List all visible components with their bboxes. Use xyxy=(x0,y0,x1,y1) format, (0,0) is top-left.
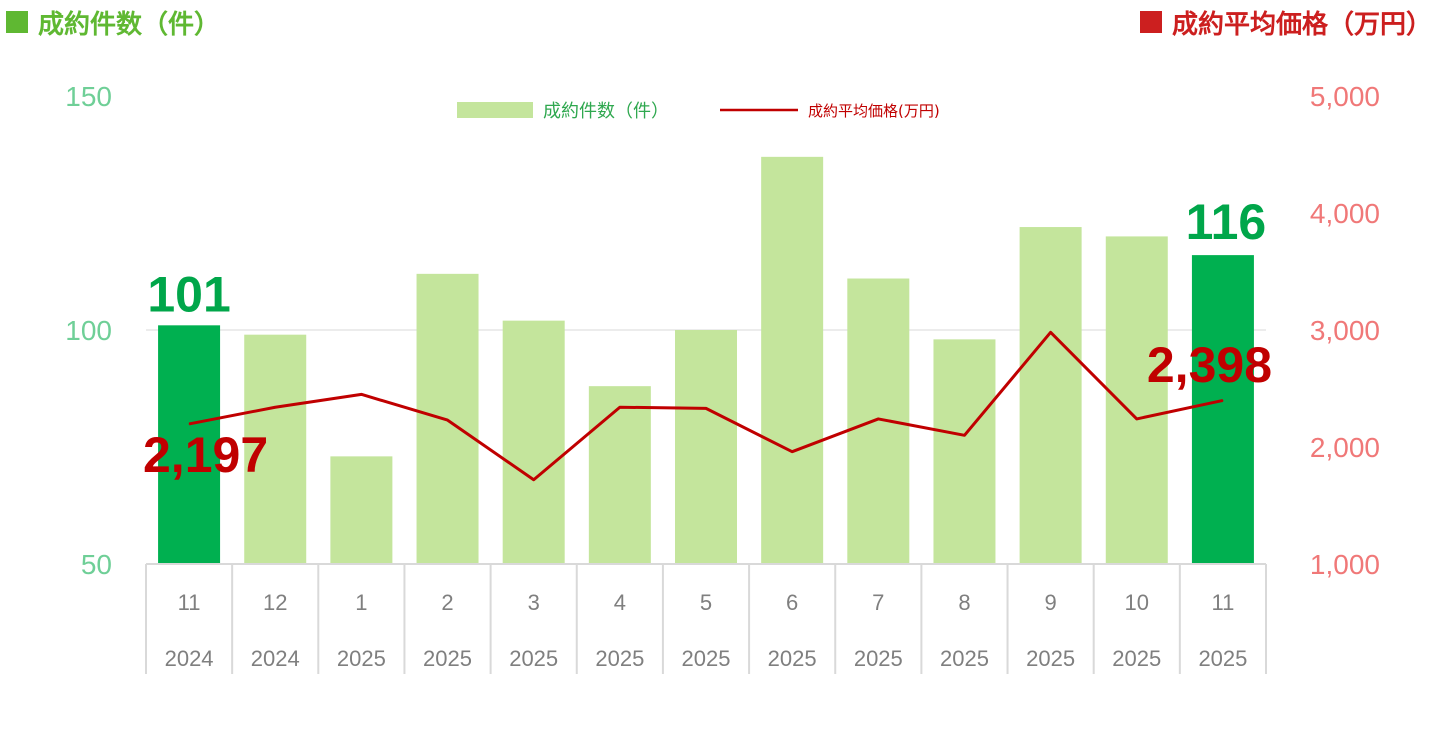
category-year-label: 2025 xyxy=(1112,646,1161,671)
right-axis-title: 成約平均価格（万円） xyxy=(1171,9,1432,40)
bar-12 xyxy=(1191,255,1254,564)
data-label-bar-first: 101 xyxy=(147,266,230,322)
category-month-label: 11 xyxy=(178,590,201,615)
category-year-label: 2024 xyxy=(165,646,214,671)
left-axis-header: 成約件数（件） xyxy=(6,2,220,42)
price-point-11 xyxy=(1136,418,1138,420)
bar-0 xyxy=(158,325,221,564)
category-year-label: 2025 xyxy=(940,646,989,671)
category-month-label: 11 xyxy=(1212,590,1235,615)
bar-4 xyxy=(502,320,565,564)
category-year-label: 2025 xyxy=(337,646,386,671)
green-square-icon xyxy=(6,11,28,33)
category-year-label: 2025 xyxy=(1026,646,1075,671)
right-axis-tick: 2,000 xyxy=(1310,432,1380,463)
category-year-label: 2024 xyxy=(251,646,300,671)
price-point-5 xyxy=(619,406,621,408)
right-axis-tick: 1,000 xyxy=(1310,549,1380,580)
price-point-0 xyxy=(188,423,190,425)
price-point-6 xyxy=(705,407,707,409)
category-month-label: 2 xyxy=(441,590,453,615)
price-point-3 xyxy=(447,419,449,421)
right-axis-tick: 4,000 xyxy=(1310,198,1380,229)
data-label-line-last: 2,398 xyxy=(1147,337,1272,393)
price-point-8 xyxy=(877,418,879,420)
left-axis-tick: 100 xyxy=(65,315,112,346)
category-month-label: 8 xyxy=(958,590,970,615)
price-point-4 xyxy=(533,479,535,481)
bar-5 xyxy=(588,386,651,564)
left-axis-tick: 150 xyxy=(65,81,112,112)
price-point-1 xyxy=(274,406,276,408)
red-square-icon xyxy=(1139,11,1162,33)
data-label-bar-last: 116 xyxy=(1186,194,1267,250)
price-point-10 xyxy=(1050,331,1052,333)
legend-bar-label: 成約件数（件） xyxy=(543,101,669,122)
category-year-label: 2025 xyxy=(423,646,472,671)
bar-1 xyxy=(244,334,307,564)
bar-6 xyxy=(675,330,737,564)
data-label-line-first: 2,197 xyxy=(143,427,268,483)
left-axis-tick: 50 xyxy=(81,549,112,580)
category-year-label: 2025 xyxy=(682,646,731,671)
category-month-label: 10 xyxy=(1125,590,1149,615)
category-month-label: 5 xyxy=(700,590,712,615)
category-year-label: 2025 xyxy=(509,646,558,671)
bar-11 xyxy=(1105,236,1168,564)
bar-2 xyxy=(330,456,393,564)
category-year-label: 2025 xyxy=(595,646,644,671)
category-year-label: 2025 xyxy=(854,646,903,671)
right-axis-tick: 5,000 xyxy=(1310,81,1380,112)
right-axis-header: 成約平均価格（万円） xyxy=(1139,2,1432,42)
left-axis-title: 成約件数（件） xyxy=(38,9,221,40)
category-year-label: 2025 xyxy=(1198,646,1247,671)
bar-9 xyxy=(933,339,996,564)
price-point-7 xyxy=(791,451,793,453)
price-point-2 xyxy=(360,393,362,395)
price-point-12 xyxy=(1222,399,1224,401)
price-point-9 xyxy=(963,434,965,436)
bar-10 xyxy=(1019,227,1082,565)
category-year-label: 2025 xyxy=(768,646,817,671)
legend-line-label: 成約平均価格(万円) xyxy=(808,102,940,120)
bar-8 xyxy=(847,278,910,564)
category-month-label: 1 xyxy=(355,590,367,615)
category-month-label: 3 xyxy=(528,590,540,615)
category-month-label: 12 xyxy=(263,590,287,615)
right-axis-tick: 3,000 xyxy=(1310,315,1380,346)
category-month-label: 7 xyxy=(872,590,884,615)
category-month-label: 9 xyxy=(1044,590,1056,615)
category-month-label: 4 xyxy=(614,590,626,615)
bar-7 xyxy=(761,156,824,564)
category-month-label: 6 xyxy=(786,590,798,615)
legend-bar-swatch xyxy=(457,102,533,118)
